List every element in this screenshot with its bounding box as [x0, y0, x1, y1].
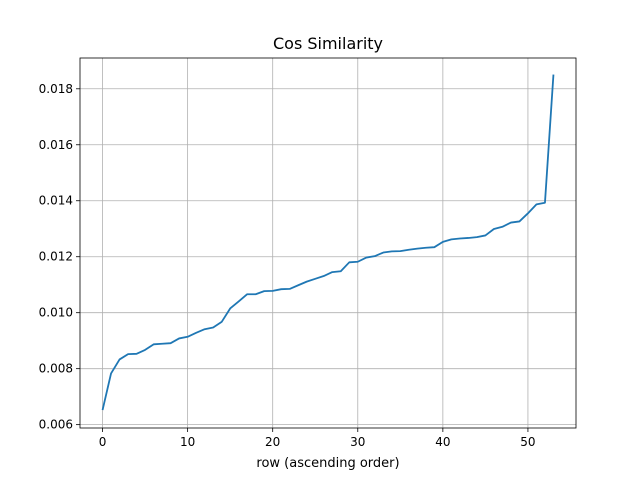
y-tick-label: 0.010 [39, 306, 73, 320]
x-tick-label: 0 [99, 435, 107, 449]
plot-frame [79, 57, 577, 429]
y-tick-label: 0.014 [39, 194, 73, 208]
y-axis-ticks: 0.006 0.008 0.010 0.012 0.014 0.016 0.018 [39, 82, 80, 432]
chart-title: Cos Similarity [273, 34, 383, 53]
y-tick-label: 0.018 [39, 82, 73, 96]
y-tick-label: 0.016 [39, 138, 73, 152]
x-axis-ticks: 0 10 20 30 40 50 [99, 428, 536, 449]
x-tick-label: 30 [350, 435, 365, 449]
series-layer [101, 74, 555, 411]
x-tick-label: 20 [265, 435, 280, 449]
x-tick-label: 50 [520, 435, 535, 449]
x-tick-label: 10 [180, 435, 195, 449]
series-line [101, 74, 555, 411]
x-tick-label: 40 [435, 435, 450, 449]
y-tick-label: 0.006 [39, 418, 73, 432]
y-tick-label: 0.012 [39, 250, 73, 264]
y-tick-label: 0.008 [39, 362, 73, 376]
x-axis-label: row (ascending order) [256, 456, 399, 471]
grid-lines [80, 58, 576, 428]
